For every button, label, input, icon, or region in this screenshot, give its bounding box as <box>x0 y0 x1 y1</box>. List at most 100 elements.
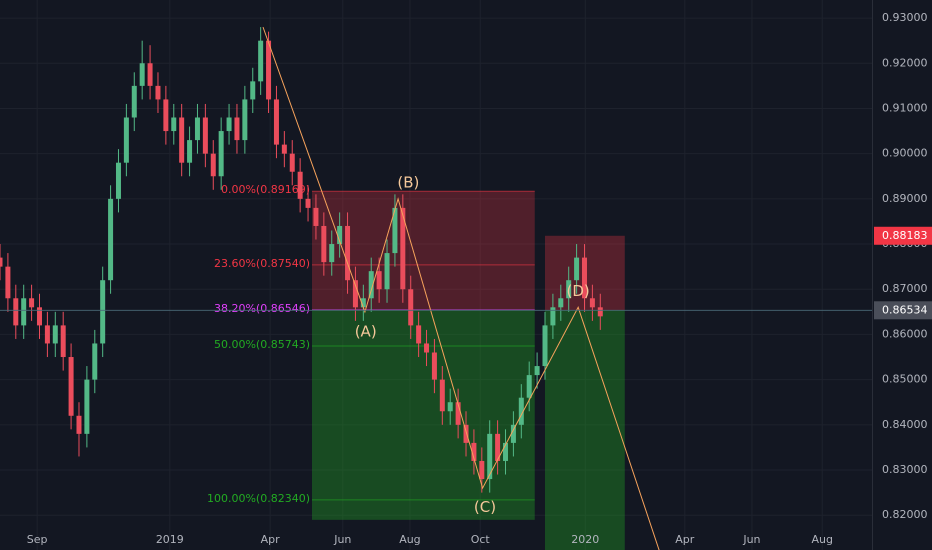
candle-body <box>416 325 422 344</box>
candle-body <box>510 424 516 443</box>
candle-body <box>5 266 11 299</box>
candle-body <box>597 307 603 317</box>
y-tick-label: 0.83000 <box>882 463 928 476</box>
y-tick-label: 0.85000 <box>882 373 928 386</box>
candle-body <box>503 442 509 461</box>
y-tick-label: 0.87000 <box>882 282 928 295</box>
candle-body <box>131 85 137 118</box>
price-tag <box>874 226 932 245</box>
candle-body <box>368 271 374 299</box>
wave-label: (A) <box>355 323 377 341</box>
fib-label: 38.20%(0.86546) <box>214 302 310 315</box>
candle-body <box>52 325 58 344</box>
candle-body <box>13 298 19 326</box>
candle-body <box>313 207 319 226</box>
x-tick-label: Sep <box>27 533 48 546</box>
candle-body <box>321 225 327 263</box>
candle-body <box>329 244 335 263</box>
candle-body <box>574 257 580 281</box>
candle-body <box>266 40 272 100</box>
candle-body <box>289 153 295 172</box>
candle-body <box>581 257 587 299</box>
candle-body <box>297 171 303 199</box>
candle-body <box>139 63 145 86</box>
candle-body <box>558 298 564 308</box>
candle-body <box>171 117 177 132</box>
candle-body <box>202 117 208 154</box>
position-target <box>545 310 625 550</box>
y-tick-label: 0.93000 <box>882 11 928 24</box>
candle-body <box>384 253 390 290</box>
candle-body <box>566 280 572 299</box>
candle-body <box>305 198 311 208</box>
candle-body <box>29 298 35 308</box>
wave-label: (C) <box>474 498 496 516</box>
y-tick-label: 0.92000 <box>882 56 928 69</box>
y-tick-label: 0.91000 <box>882 101 928 114</box>
fib-label: 23.60%(0.87540) <box>214 257 310 270</box>
x-tick-label: 2020 <box>571 533 599 546</box>
candle-body <box>431 352 437 380</box>
candle-body <box>550 307 556 326</box>
candle-body <box>273 99 279 145</box>
candle-body <box>76 415 82 434</box>
candle-body <box>147 63 153 86</box>
fib-label: 0.00%(0.89169) <box>221 183 310 196</box>
candle-body <box>258 40 264 82</box>
candle-body <box>542 325 548 367</box>
candle-body <box>400 207 406 290</box>
candle-body <box>68 357 74 416</box>
candle-body <box>179 117 185 163</box>
candle-body <box>187 140 193 163</box>
x-tick-label: 2019 <box>156 533 184 546</box>
price-tag-label: 0.88183 <box>882 229 928 242</box>
candle-body <box>234 117 240 141</box>
wave-line <box>262 26 660 550</box>
candle-body <box>100 280 106 344</box>
candle-body <box>60 325 66 358</box>
price-tag <box>874 301 932 320</box>
candle-body <box>447 402 453 412</box>
candle-body <box>526 375 532 398</box>
wave-label: (D) <box>567 282 590 300</box>
y-tick-label: 0.84000 <box>882 418 928 431</box>
candle-body <box>534 366 540 376</box>
candle-body <box>392 207 398 254</box>
x-tick-label: Apr <box>675 533 695 546</box>
candle-body <box>345 225 351 281</box>
candle-body <box>471 442 477 461</box>
candle-body <box>36 307 42 326</box>
x-tick-label: Aug <box>399 533 420 546</box>
candle-body <box>424 343 430 353</box>
wave-label: (B) <box>397 174 419 192</box>
fib-label: 100.00%(0.82340) <box>207 492 310 505</box>
candle-body <box>21 298 27 326</box>
candle-body <box>479 460 485 480</box>
x-tick-label: Aug <box>811 533 832 546</box>
candle-body <box>218 131 224 177</box>
candle-body <box>155 85 161 100</box>
candle-body <box>92 343 98 380</box>
candle-body <box>194 117 200 141</box>
candle-body <box>518 397 524 425</box>
candle-body <box>108 198 114 281</box>
x-tick-label: Jun <box>333 533 351 546</box>
candle-body <box>242 99 248 141</box>
candle-body <box>337 225 343 245</box>
candle-body <box>455 402 461 425</box>
candle-body <box>115 162 121 199</box>
y-tick-label: 0.86000 <box>882 327 928 340</box>
candle-body <box>84 379 90 434</box>
candle-body <box>487 433 493 480</box>
y-tick-label: 0.89000 <box>882 192 928 205</box>
fib-label: 50.00%(0.85743) <box>214 338 310 351</box>
candle-body <box>210 153 216 177</box>
candle-body <box>463 424 469 443</box>
candle-body <box>439 379 445 412</box>
fib-zone-lower <box>311 309 535 520</box>
candle-body <box>0 257 3 267</box>
candle-body <box>250 81 256 100</box>
x-tick-label: Oct <box>471 533 491 546</box>
